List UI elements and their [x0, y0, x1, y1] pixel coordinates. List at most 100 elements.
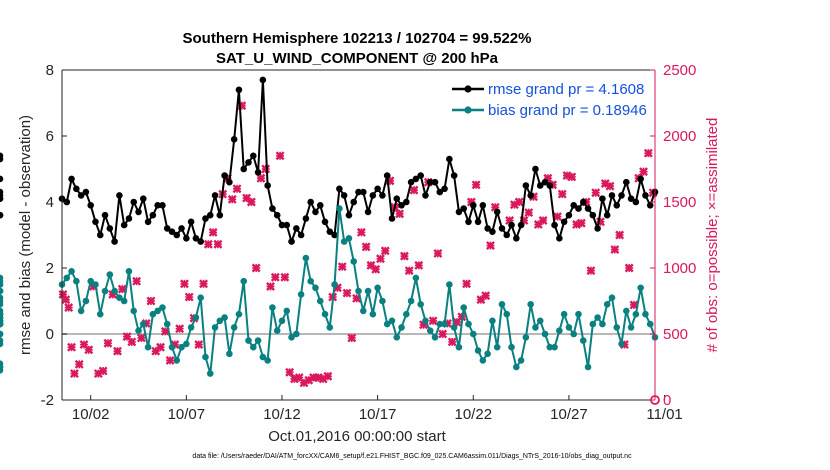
bias-point — [403, 310, 410, 318]
bias-point — [493, 343, 501, 351]
bias-point — [551, 343, 558, 351]
bias-point — [0, 297, 4, 305]
obs-assimilated-marker — [256, 173, 266, 183]
obs-assimilated-marker — [361, 242, 371, 252]
bias-point — [283, 307, 291, 315]
bias-point — [139, 320, 147, 328]
rmse-point — [589, 211, 597, 219]
bias-point — [345, 235, 353, 242]
y-right-tick-label: 1000 — [663, 260, 696, 277]
obs-assimilated-marker — [356, 227, 366, 237]
rmse-point — [613, 202, 621, 209]
y-axis-right-ticks: 0 500 1000 1500 2000 2500 — [650, 62, 696, 409]
bias-point — [489, 317, 496, 325]
bias-point — [216, 317, 224, 325]
obs-assimilated-marker — [471, 180, 481, 190]
rmse-point — [575, 205, 582, 212]
bias-point — [135, 327, 142, 335]
bias-point — [340, 238, 348, 245]
bias-point — [441, 320, 448, 328]
bias-point — [183, 340, 190, 348]
rmse-point — [532, 165, 539, 173]
rmse-point — [560, 218, 568, 226]
chart-title-line1: Southern Hemisphere 102213 / 102704 = 99… — [183, 30, 532, 47]
bias-point — [230, 324, 238, 331]
rmse-point — [417, 172, 424, 179]
rmse-point — [627, 195, 635, 202]
bias-point — [259, 353, 267, 361]
y-axis-left-label: rmse and bias (model - observation) — [17, 115, 34, 355]
obs-assimilated-marker — [567, 172, 577, 182]
rmse-point — [230, 136, 238, 143]
rmse-point — [369, 192, 377, 199]
bias-point — [240, 277, 248, 285]
rmse-point — [283, 221, 291, 229]
obs-assimilated-marker — [395, 209, 405, 219]
rmse-point — [374, 185, 381, 193]
rmse-point — [206, 211, 214, 219]
rmse-point — [144, 218, 152, 226]
obs-assimilated-marker — [136, 333, 146, 343]
x-tick-label: 10/07 — [168, 406, 206, 423]
bias-point — [594, 314, 601, 321]
bias-point — [326, 324, 334, 331]
x-axis-ticks: 10/02 10/07 10/12 10/17 10/22 10/27 11/01 — [72, 395, 683, 423]
bias-point — [637, 284, 644, 292]
obs-assimilated-marker — [246, 197, 256, 207]
rmse-point — [594, 225, 601, 232]
rmse-point — [293, 225, 300, 232]
rmse-point — [135, 208, 142, 216]
bias-point — [192, 314, 200, 321]
obs-assimilated-marker — [524, 208, 534, 218]
rmse-point — [297, 231, 305, 239]
rmse-point — [403, 198, 410, 206]
rmse-point — [302, 215, 310, 222]
rmse-point — [359, 188, 367, 196]
bias-point — [154, 307, 161, 315]
rmse-point — [479, 202, 487, 209]
rmse-point — [393, 195, 401, 202]
obs-assimilated-marker — [591, 188, 601, 198]
bias-point — [575, 310, 582, 318]
x-tick-label: 11/01 — [646, 406, 682, 423]
bias-point — [226, 350, 233, 358]
bias-point — [82, 297, 90, 305]
obs-assimilated-marker — [251, 263, 261, 273]
bias-point — [206, 370, 214, 377]
rmse-point — [350, 198, 358, 206]
bias-point — [92, 281, 99, 288]
bias-point — [508, 343, 515, 351]
obs-assimilated-marker — [179, 279, 189, 289]
obs-assimilated-marker — [232, 184, 242, 194]
obs-assimilated-marker — [280, 272, 290, 282]
rmse-point — [68, 175, 75, 183]
rmse-point — [116, 192, 123, 199]
rmse-point — [469, 202, 477, 209]
obs-assimilated-marker — [337, 262, 347, 272]
data-file-footnote: data file: /Users/raeder/DAI/ATM_forcXX/… — [192, 453, 632, 460]
rmse-point — [527, 192, 534, 199]
bias-point — [608, 294, 616, 302]
rmse-point — [388, 215, 396, 222]
bias-point — [96, 310, 104, 318]
obs-assimilated-marker — [409, 185, 419, 195]
bias-point — [503, 310, 511, 318]
bias-point — [307, 277, 314, 285]
obs-assimilated-marker — [615, 230, 625, 240]
bias-point — [264, 357, 271, 364]
obs-assimilated-marker — [74, 359, 84, 369]
rmse-point — [407, 178, 415, 186]
legend-bias-marker — [464, 106, 472, 114]
obs-assimilated-marker — [538, 216, 548, 225]
bias-point — [278, 317, 286, 325]
bias-point — [532, 324, 539, 331]
rmse-point — [82, 188, 90, 196]
rmse-point — [216, 211, 224, 219]
obs-assimilated-marker — [323, 371, 333, 381]
bias-point — [412, 274, 420, 282]
rmse-point — [159, 202, 166, 209]
rmse-point — [584, 205, 592, 212]
x-tick-label: 10/02 — [72, 406, 110, 423]
rmse-point — [0, 192, 4, 199]
bias-point — [302, 254, 310, 262]
